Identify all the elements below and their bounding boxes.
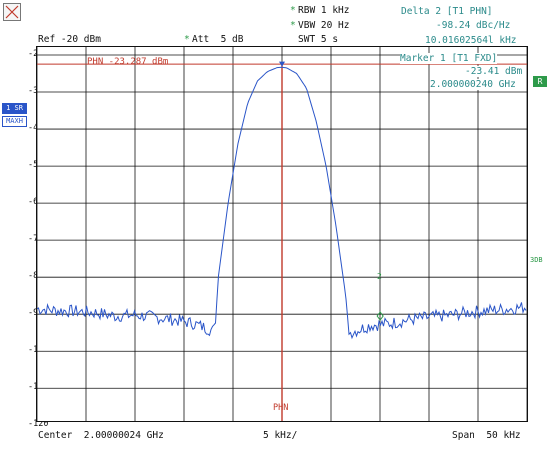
center-frequency[interactable]: Center 2.00000024 GHz <box>38 430 164 441</box>
delta-marker-frequency: 10.01602564l kHz <box>425 35 517 46</box>
frequency-per-division: 5 kHz/ <box>263 430 298 441</box>
rbw-star: * <box>290 5 296 16</box>
attenuation-setting[interactable]: Att 5 dB <box>192 34 244 45</box>
y-tick-label: -50 <box>28 160 60 170</box>
phn-reference-label: PHN -23.287 dBm <box>87 57 168 67</box>
spectrum-display[interactable]: PHN -23.287 dBm PHN 2 <box>36 46 528 422</box>
spectrum-plot[interactable]: PHN -23.287 dBm PHN 2 <box>37 47 527 421</box>
rbw-setting[interactable]: RBW 1 kHz <box>298 5 350 16</box>
vbw-star: * <box>290 20 296 31</box>
y-tick-label: -40 <box>28 123 60 133</box>
spectrum-trace <box>37 66 527 340</box>
y-tick-label: -70 <box>28 234 60 244</box>
reference-level[interactable]: Ref -20 dBm <box>38 34 101 45</box>
rohde-schwarz-logo <box>3 3 21 21</box>
y-tick-label: -80 <box>28 271 60 281</box>
y-tick-label: -60 <box>28 197 60 207</box>
att-star: * <box>184 34 190 45</box>
marker-1-triangle <box>279 61 285 67</box>
phn-bottom-label: PHN <box>273 403 288 413</box>
y-tick-label: -90 <box>28 308 60 318</box>
trace-mode-badge: MAXH <box>2 116 27 127</box>
trace-sr-badge: 1 SR <box>2 103 27 114</box>
marker-2-label: 2 <box>377 272 382 281</box>
delta-marker-title: Delta 2 [T1 PHN] <box>401 6 493 17</box>
delta-marker-value: -98.24 dBc/Hz <box>436 20 511 31</box>
y-tick-label: -30 <box>28 86 60 96</box>
marker-1-frequency: 2.000000240 GHz <box>430 79 516 90</box>
marker-1-title: Marker 1 [T1 FXD] <box>400 53 498 64</box>
marker-2-diamond <box>376 311 384 321</box>
trace-label: 3DB <box>530 256 543 264</box>
vbw-setting[interactable]: VBW 20 Hz <box>298 20 350 31</box>
marker-1-indicator <box>279 61 384 321</box>
frequency-span[interactable]: Span 50 kHz <box>452 430 521 441</box>
sweep-time-setting[interactable]: SWT 5 s <box>298 34 339 45</box>
rf-input-badge: R <box>533 76 547 87</box>
y-tick-label: -120 <box>28 419 49 430</box>
marker-1-level: -23.41 dBm <box>465 66 523 77</box>
y-tick-label: -20 <box>28 49 60 59</box>
